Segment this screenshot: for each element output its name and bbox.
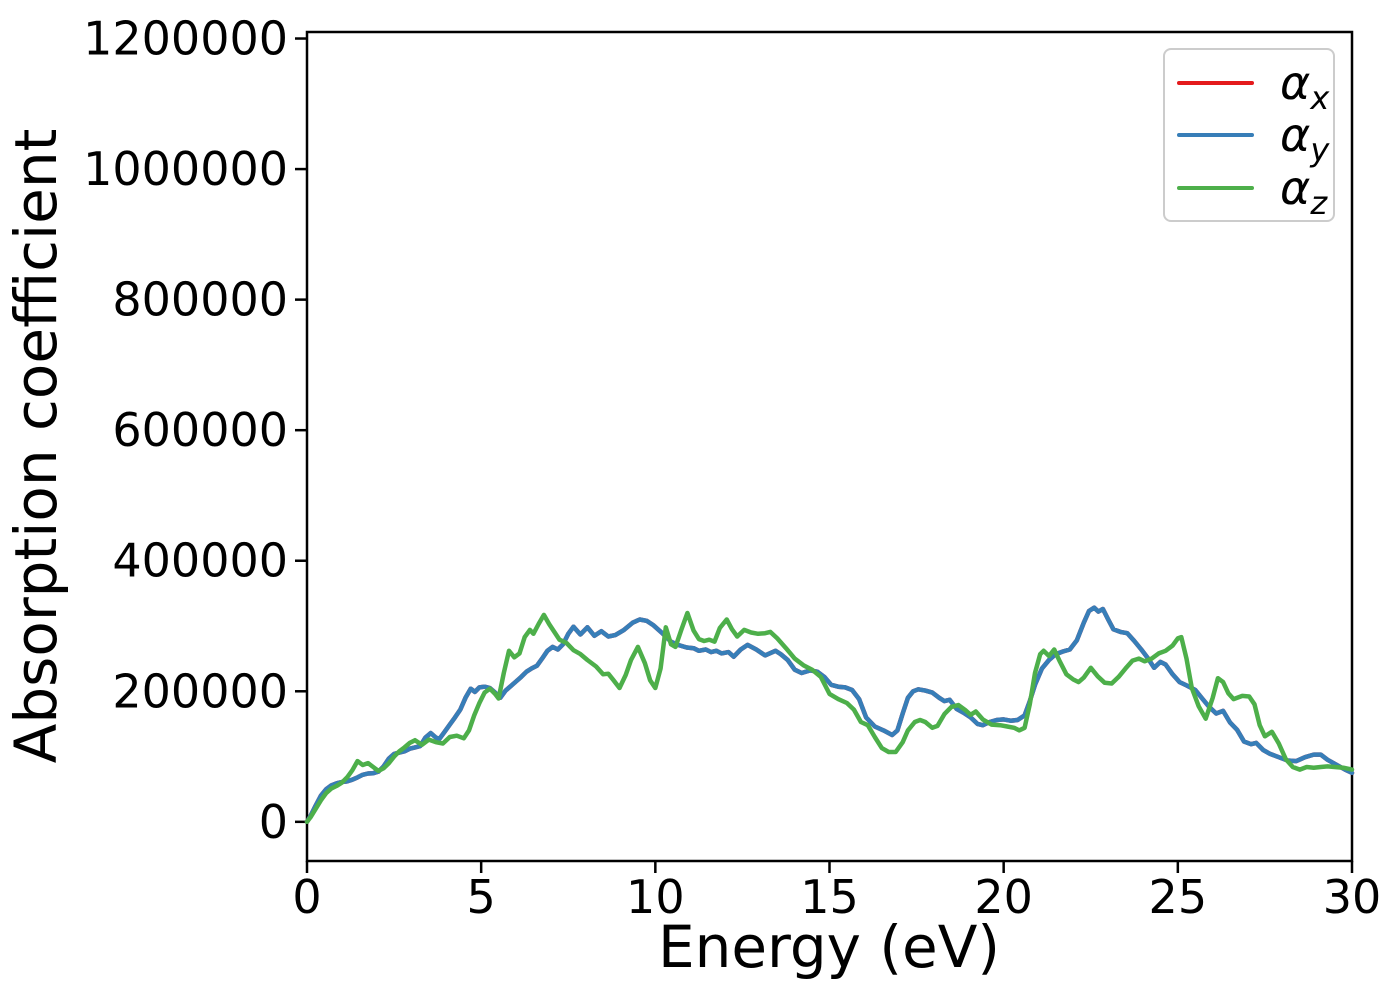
x-tick-label: 10 xyxy=(626,870,685,924)
x-axis-label: Energy (eV) xyxy=(658,913,1000,981)
x-tick-label: 15 xyxy=(800,870,859,924)
y-tick-label: 600000 xyxy=(112,403,288,457)
alpha-y-label: αy xyxy=(1280,108,1330,169)
alpha-z-line-swatch xyxy=(1177,185,1254,190)
x-tick-label: 25 xyxy=(1149,870,1208,924)
y-tick-label: 800000 xyxy=(112,273,288,327)
x-tick-label: 30 xyxy=(1323,870,1382,924)
y-tick-label: 400000 xyxy=(112,534,288,588)
x-tick-label: 5 xyxy=(467,870,496,924)
y-tick-label: 200000 xyxy=(112,664,288,718)
y-tick-label: 0 xyxy=(259,795,288,849)
y-tick-label: 1200000 xyxy=(83,12,288,66)
series-line-alpha_x xyxy=(304,605,1355,825)
alpha-y-line-swatch xyxy=(1177,133,1254,137)
alpha-x-line-swatch xyxy=(1177,80,1254,85)
series-line-alpha_y xyxy=(304,605,1355,825)
plot-area: 0 5 10 15 20 25 30 0 200000 400000 600000 800000 100… xyxy=(83,12,1381,924)
alpha-z-label: αz xyxy=(1280,160,1328,222)
y-axis-label: Absorption coefficient xyxy=(2,129,70,764)
legend-entry-alpha-z: αz xyxy=(1177,162,1327,219)
series-line-alpha_z xyxy=(304,610,1355,825)
legend-entry-alpha-x: αx xyxy=(1177,57,1329,114)
legend: αx αy αz xyxy=(1163,48,1335,222)
x-tick-label: 0 xyxy=(292,870,321,924)
legend-entry-alpha-y: αy xyxy=(1177,109,1329,166)
alpha-x-label: αx xyxy=(1280,55,1330,117)
y-tick-label: 1000000 xyxy=(83,142,288,196)
x-tick-label: 20 xyxy=(974,870,1033,924)
